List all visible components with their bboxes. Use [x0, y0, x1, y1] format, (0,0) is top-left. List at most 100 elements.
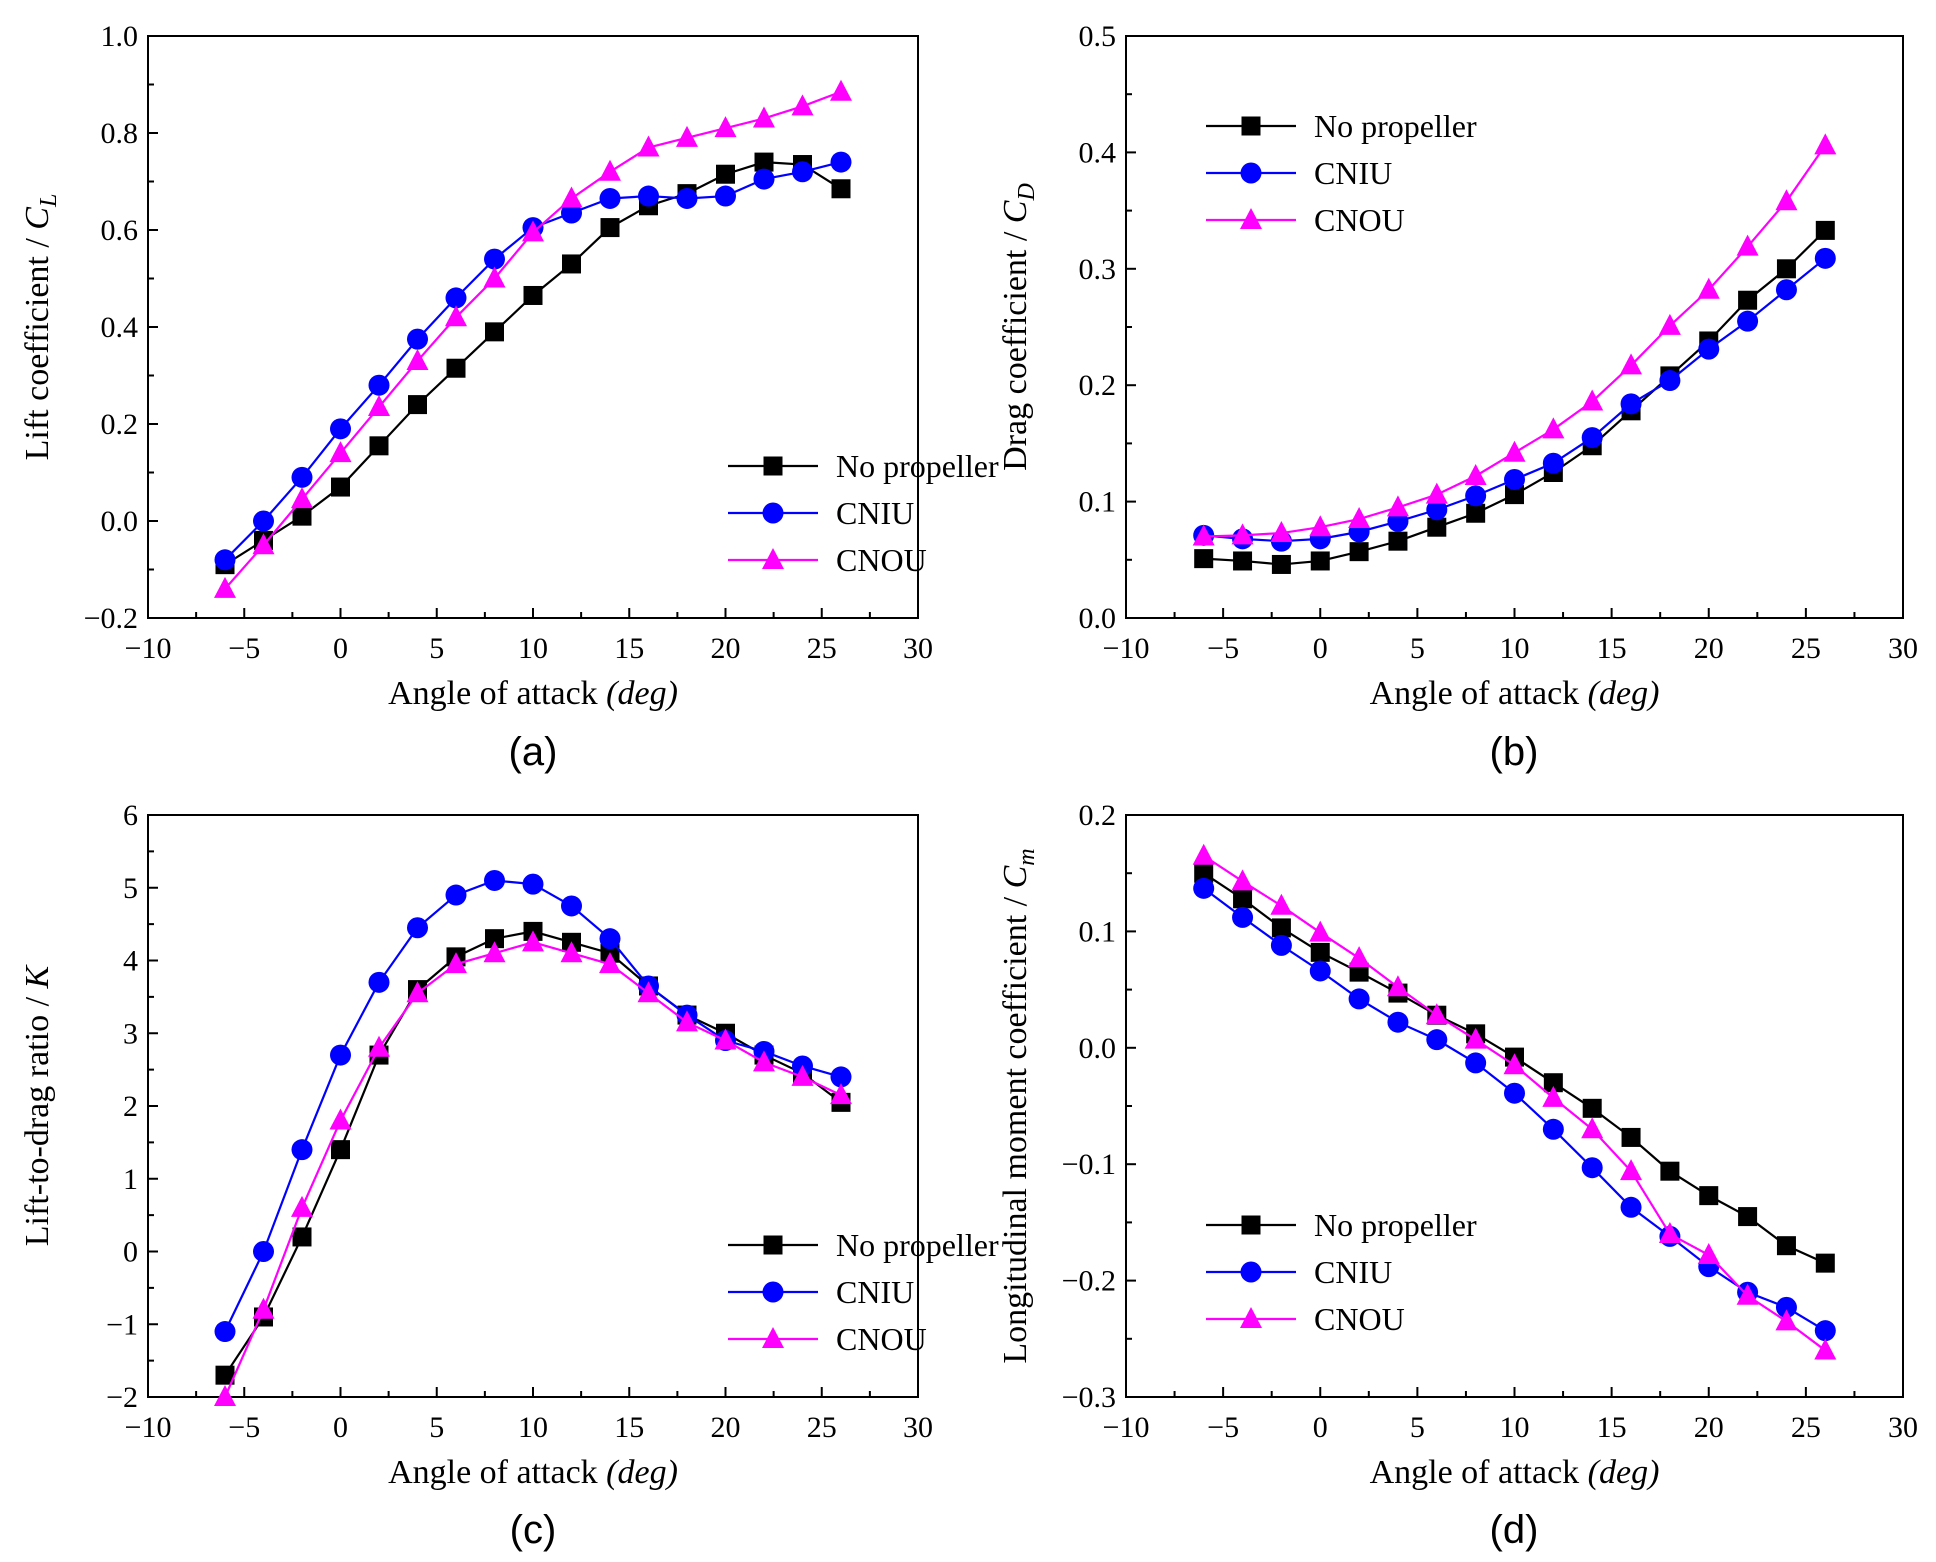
y-tick-label: −0.1	[1062, 1148, 1116, 1181]
x-axis-label-unit: (deg)	[606, 1454, 678, 1491]
data-point-circle	[1737, 310, 1759, 332]
data-point-square	[1621, 1127, 1641, 1147]
data-point-circle	[1193, 877, 1215, 899]
y-tick-label: 1	[123, 1163, 138, 1196]
x-tick-label: 15	[1597, 1411, 1627, 1444]
data-point-triangle	[1736, 234, 1759, 256]
data-point-triangle	[1658, 313, 1681, 335]
data-point-square	[1194, 549, 1214, 569]
data-point-square	[1738, 1207, 1758, 1227]
series-line	[223, 941, 842, 1398]
y-axis-label: Drag coefficient / CD	[997, 183, 1040, 471]
data-point-circle	[1465, 1052, 1487, 1074]
x-tick-label: −5	[228, 632, 260, 665]
data-point-triangle	[1309, 920, 1332, 942]
data-point-circle	[753, 168, 775, 190]
x-tick-label: 5	[429, 1411, 444, 1444]
series-line	[1203, 887, 1826, 1332]
data-point-circle	[1814, 1320, 1836, 1342]
x-tick-label: −10	[125, 1411, 172, 1444]
data-point-circle	[1814, 247, 1836, 269]
series-cnou	[214, 930, 852, 1406]
data-point-triangle	[483, 941, 506, 963]
data-point-circle	[1581, 427, 1603, 449]
legend-marker-triangle	[1240, 208, 1262, 229]
data-point-circle	[1542, 1118, 1564, 1140]
data-point-triangle	[1309, 515, 1332, 537]
data-point-triangle	[1348, 946, 1371, 968]
x-axis-label-unit: (deg)	[1588, 675, 1660, 712]
data-point-triangle	[560, 186, 583, 208]
data-point-circle	[561, 202, 582, 224]
x-tick-label: 10	[518, 632, 548, 665]
data-point-triangle	[1503, 440, 1526, 462]
data-point-circle	[522, 873, 544, 895]
data-point-square	[1271, 554, 1291, 574]
x-tick-label: −10	[125, 632, 172, 665]
y-axis-label-subscript: m	[1014, 848, 1040, 865]
y-axis-label-symbol: K	[19, 963, 56, 989]
data-point-triangle	[1697, 1242, 1720, 1264]
x-tick-label: 20	[1694, 632, 1724, 665]
x-tick-label: 30	[1888, 632, 1918, 665]
y-tick-label: −0.2	[84, 602, 138, 635]
data-point-triangle	[483, 266, 506, 288]
x-tick-label: 10	[1500, 1411, 1530, 1444]
x-tick-label: 0	[333, 1411, 348, 1444]
data-point-circle	[599, 187, 621, 209]
y-tick-label: 0	[123, 1236, 138, 1269]
y-tick-label: 3	[123, 1017, 138, 1050]
data-point-square	[831, 179, 851, 199]
x-tick-label: −5	[1207, 1411, 1239, 1444]
data-point-circle	[330, 418, 351, 440]
data-point-triangle	[1192, 843, 1215, 865]
y-tick-label: −1	[106, 1308, 138, 1341]
data-point-triangle	[599, 159, 621, 181]
data-point-triangle	[753, 1050, 775, 1072]
data-point-triangle	[368, 1035, 390, 1057]
y-axis-label: Longitudinal moment coefficient / Cm	[997, 848, 1040, 1363]
data-point-triangle	[1425, 1003, 1448, 1025]
y-axis-label: Lift-to-drag ratio / K	[19, 963, 56, 1246]
x-axis-label-unit: (deg)	[1588, 1454, 1660, 1491]
data-point-circle	[253, 510, 274, 532]
data-point-square	[215, 1365, 235, 1385]
y-tick-label: 0.4	[101, 311, 139, 344]
x-tick-label: 25	[1791, 632, 1821, 665]
data-point-square	[1543, 1073, 1563, 1093]
x-tick-label: 5	[429, 632, 444, 665]
data-point-triangle	[637, 981, 660, 1003]
data-point-triangle	[1503, 1053, 1526, 1075]
y-axis-label: Lift coefficient / CL	[19, 194, 62, 461]
legend-label: CNOU	[1314, 1301, 1405, 1337]
data-point-circle	[253, 1241, 274, 1262]
data-point-circle	[1620, 1196, 1642, 1218]
data-point-square	[331, 1140, 350, 1160]
data-point-triangle	[329, 441, 352, 463]
data-point-square	[369, 436, 389, 456]
x-axis-label-text: Angle of attack	[1370, 675, 1588, 712]
data-point-triangle	[753, 106, 775, 128]
data-point-triangle	[1542, 417, 1565, 439]
data-point-triangle	[1425, 482, 1448, 504]
y-tick-label: 4	[123, 945, 138, 978]
data-point-circle	[1504, 1082, 1525, 1104]
y-axis-label-subscript: D	[1014, 183, 1040, 201]
data-point-triangle	[291, 1195, 313, 1217]
data-point-circle	[792, 161, 813, 183]
y-tick-label: 0.2	[1079, 369, 1117, 402]
x-tick-label: 0	[333, 632, 348, 665]
data-point-triangle	[214, 1385, 236, 1406]
y-tick-label: 0.4	[1079, 136, 1117, 169]
data-point-square	[331, 477, 350, 497]
data-point-triangle	[1620, 353, 1643, 375]
data-point-triangle	[329, 1108, 352, 1130]
y-axis-label-text: Lift-to-drag ratio /	[19, 988, 56, 1246]
data-point-circle	[638, 185, 659, 207]
data-point-square	[754, 152, 774, 172]
data-point-triangle	[560, 941, 583, 963]
data-point-square	[1427, 517, 1447, 537]
legend-label: CNOU	[836, 542, 927, 578]
chart-panel-4: −10 −5 0 5 10 15 20 25 30 −0.3 −0.2 −0.1 0.0 0.1 0.2 An…	[997, 799, 1918, 1552]
